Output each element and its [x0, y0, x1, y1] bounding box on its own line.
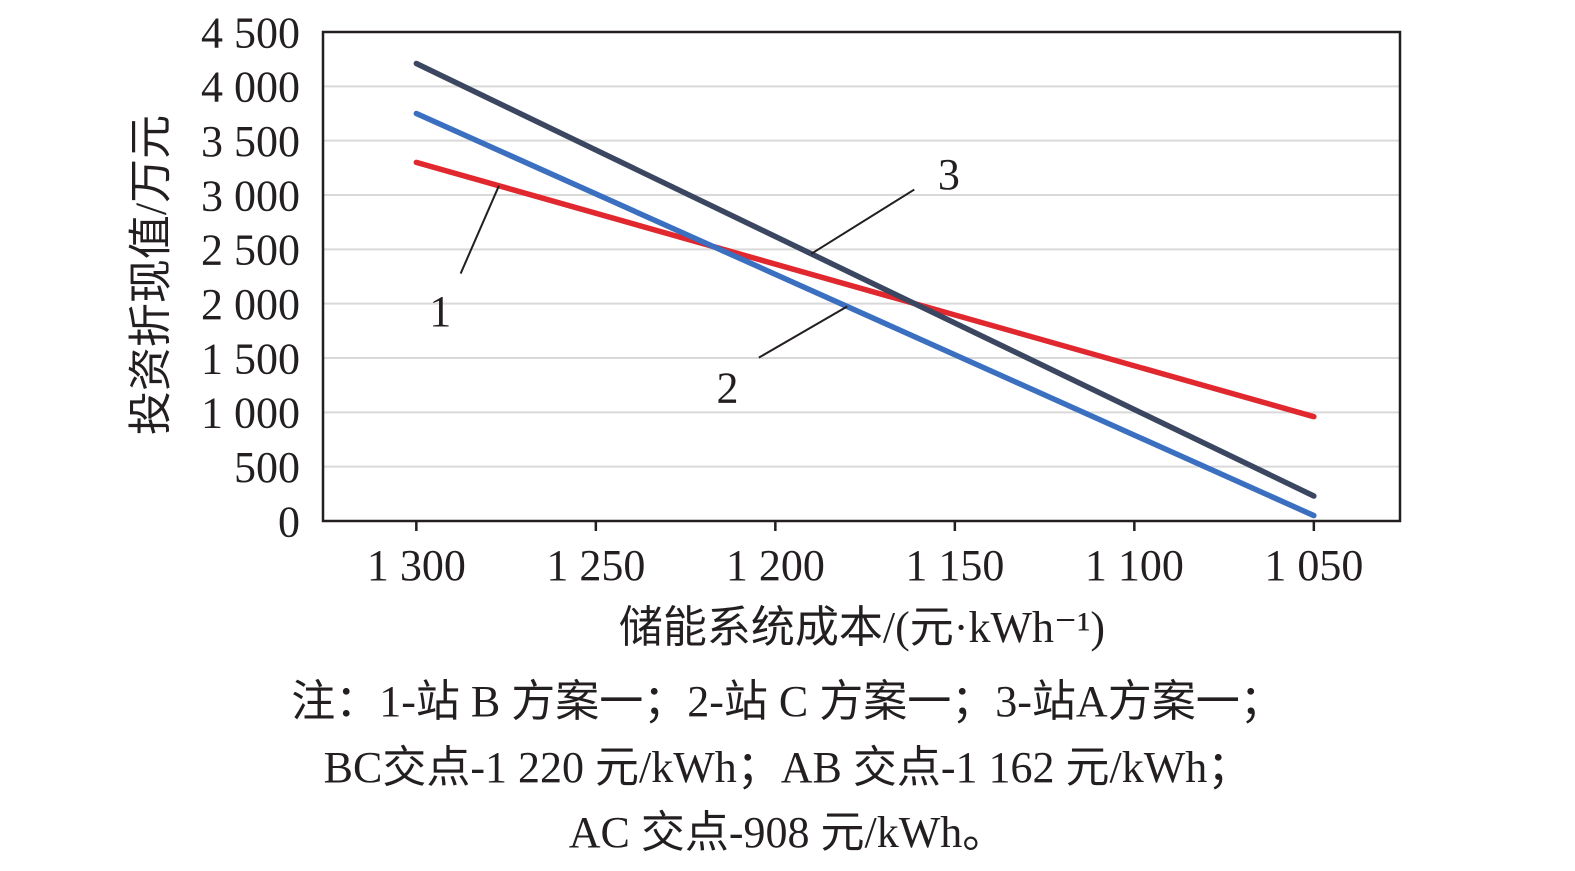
- note-line-1: 注：1-站 B 方案一；2-站 C 方案一；3-站A方案一；: [291, 677, 1284, 726]
- gridlines: [323, 85, 1400, 468]
- y-axis-title: 投资折现值/万元: [126, 115, 175, 435]
- x-tick-label-1300: 1 300: [367, 541, 466, 590]
- x-tick-label-1150: 1 150: [905, 541, 1004, 590]
- x-tick-label-1200: 1 200: [726, 541, 825, 590]
- series-lines: [413, 60, 1317, 519]
- leader-line-3: [810, 188, 915, 255]
- y-tick-label-1500: 1 500: [201, 334, 300, 383]
- y-tick-label-1000: 1 000: [201, 389, 300, 438]
- y-tick-label-3500: 3 500: [201, 117, 300, 166]
- y-tick-label-2500: 2 500: [201, 226, 300, 275]
- x-tick-label-1250: 1 250: [546, 541, 645, 590]
- tick-labels: 1 300 1 250 1 200 1 150 1 100 1 050 0 500 1 000 1…: [201, 8, 1363, 590]
- y-tick-label-4000: 4 000: [201, 63, 300, 112]
- plot-border: [321, 30, 1402, 523]
- x-tick-label-1050: 1 050: [1264, 541, 1363, 590]
- y-tick-label-2000: 2 000: [201, 280, 300, 329]
- leader-line-1: [459, 185, 500, 274]
- chart: 1 300 1 250 1 200 1 150 1 100 1 050 0 500 1 000 1…: [126, 8, 1402, 652]
- x-axis-title: 储能系统成本/(元·kWh⁻¹): [619, 603, 1105, 652]
- series-number-1: 1: [429, 287, 451, 336]
- series-line-2: [413, 110, 1317, 519]
- series-number-3: 3: [938, 150, 960, 199]
- note-line-2: BC交点-1 220 元/kWh；AB 交点-1 162 元/kWh；: [323, 743, 1252, 792]
- note-line-3: AC 交点-908 元/kWh。: [568, 808, 1007, 857]
- y-tick-label-500: 500: [234, 443, 300, 492]
- y-tick-label-0: 0: [278, 497, 300, 546]
- series-line-1: [413, 159, 1317, 420]
- series-number-2: 2: [716, 363, 738, 412]
- series-line-3: [413, 60, 1317, 499]
- y-tick-label-3000: 3 000: [201, 171, 300, 220]
- leader-line-2: [758, 305, 848, 359]
- x-tick-label-1100: 1 100: [1085, 541, 1184, 590]
- plot-frame: [321, 30, 1402, 531]
- series-annotations: 1 2 3: [429, 150, 960, 412]
- y-tick-label-4500: 4 500: [201, 8, 300, 57]
